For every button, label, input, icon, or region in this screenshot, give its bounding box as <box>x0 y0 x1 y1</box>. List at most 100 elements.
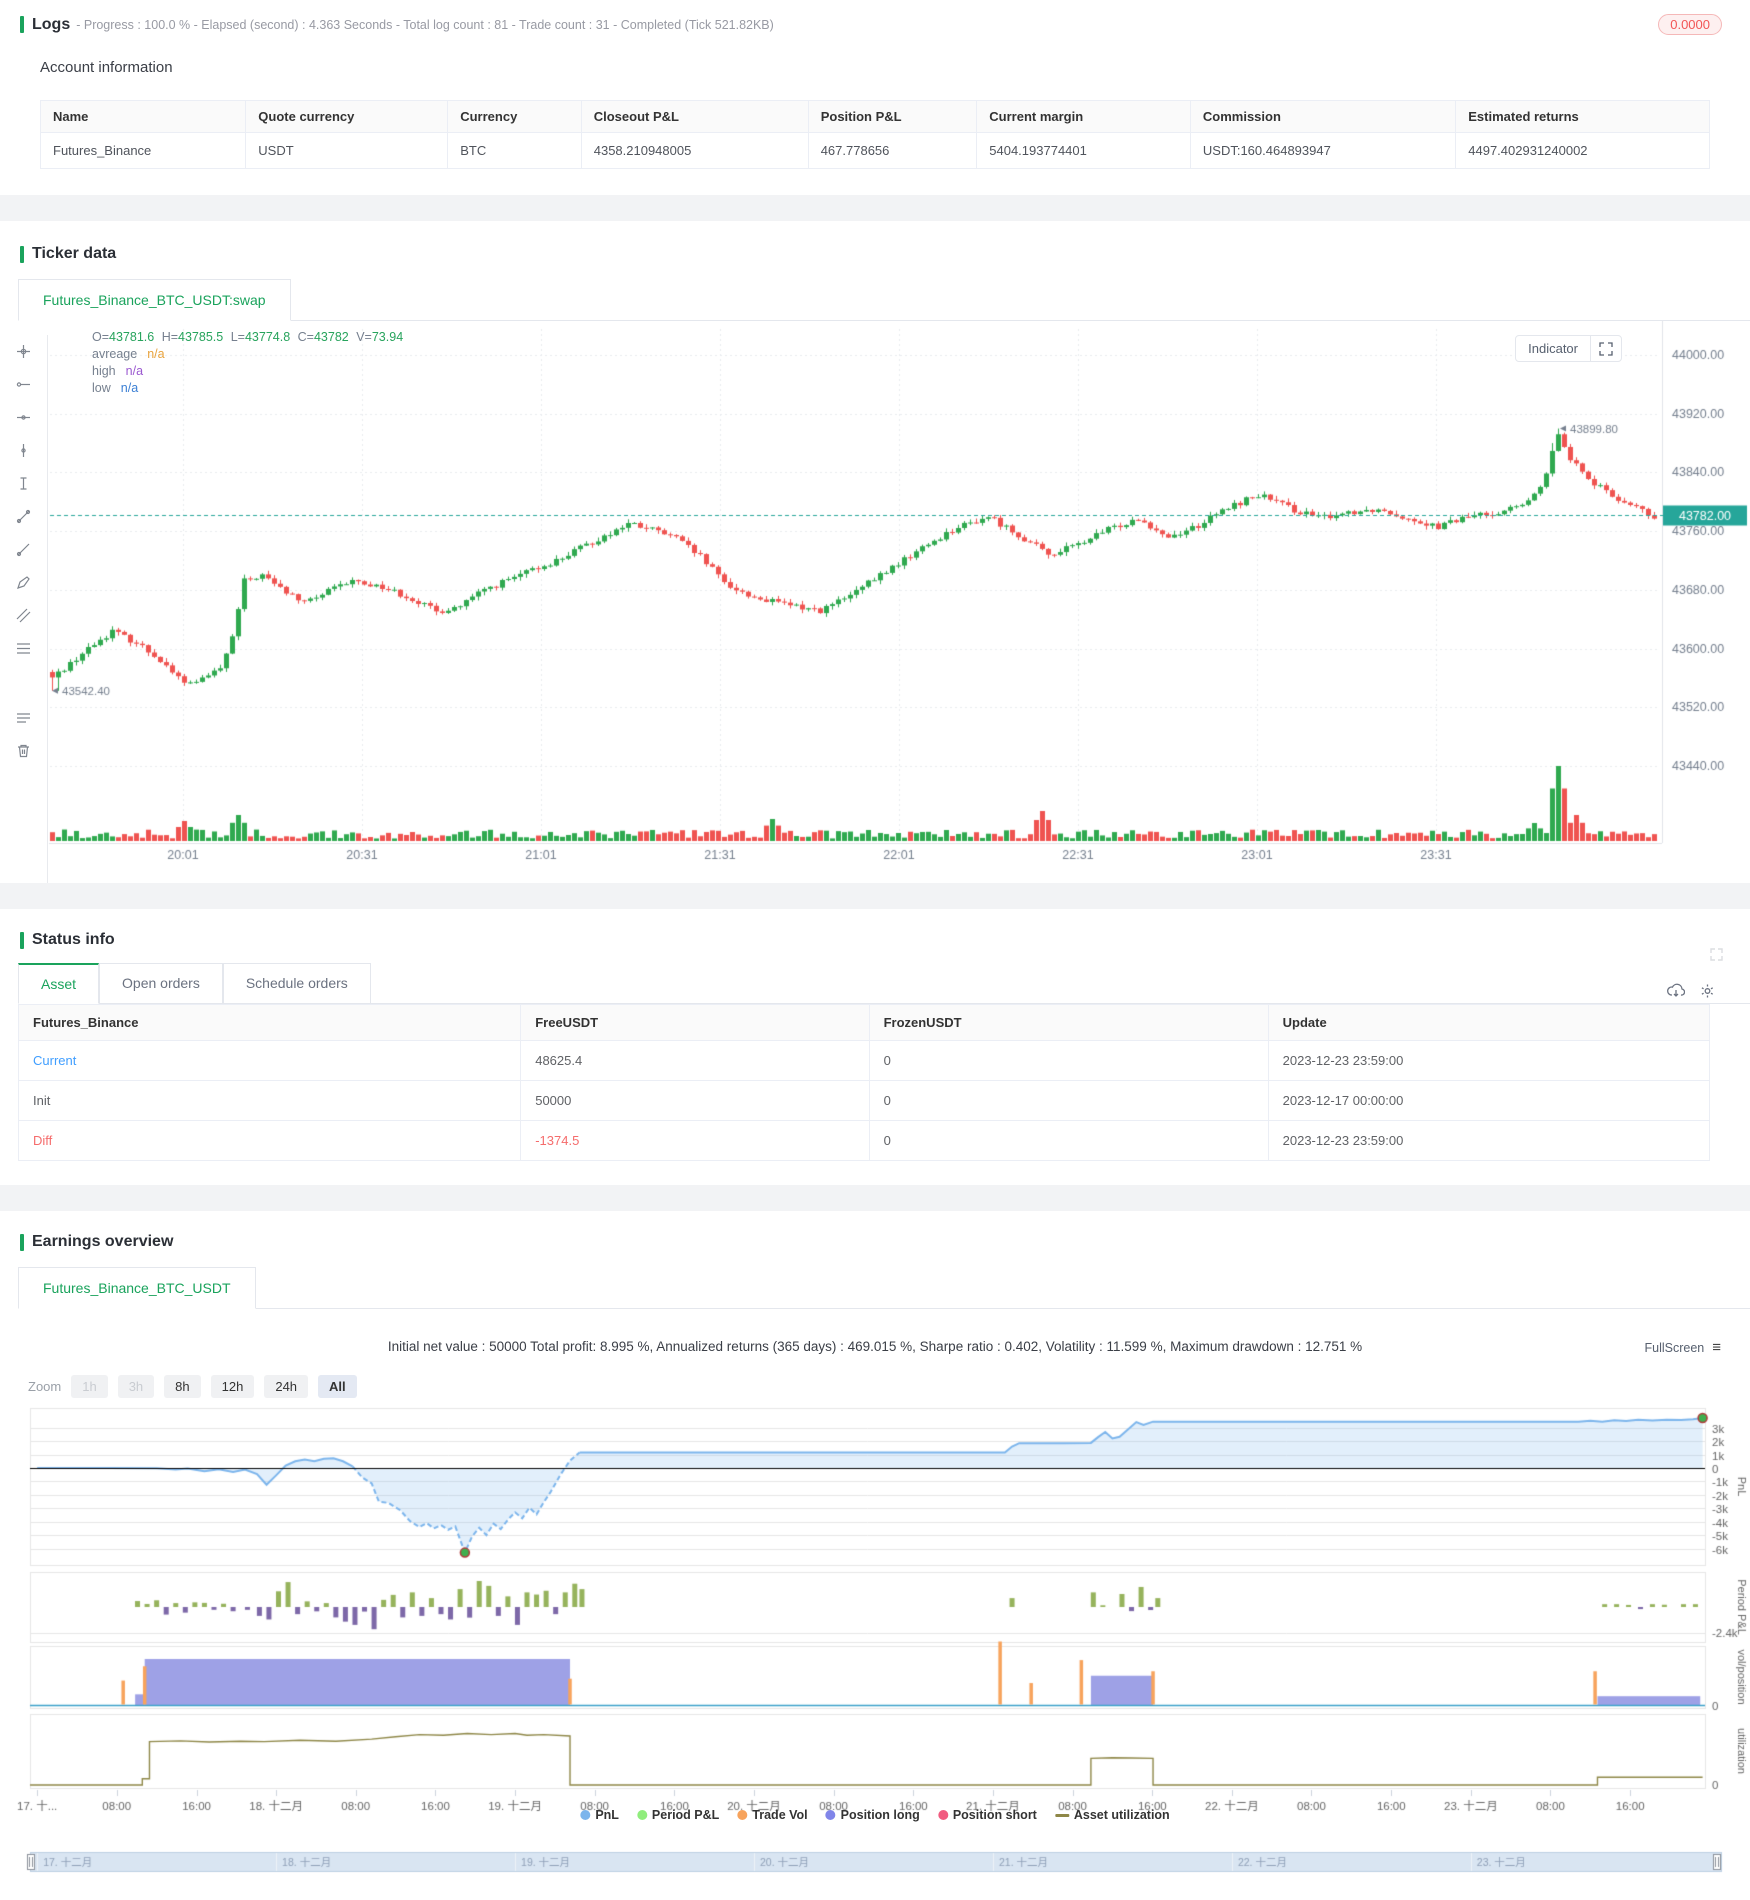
close-value: 43782 <box>313 330 349 344</box>
section-accent-bar <box>20 1233 24 1251</box>
col-futures-binance: Futures_Binance <box>17 1004 522 1041</box>
row-label-init: Init <box>17 1080 522 1121</box>
pencil-icon[interactable] <box>9 566 39 599</box>
logs-progress-text: - Progress : 100.0 % - Elapsed (second) … <box>76 17 774 32</box>
ticker-chart-canvas[interactable] <box>0 321 1750 883</box>
legend-item-asset-utilization[interactable]: Asset utilization <box>1054 1808 1170 1822</box>
tab-schedule-orders[interactable]: Schedule orders <box>222 963 371 1003</box>
legend-item-period-pnl[interactable]: Period P&L <box>636 1808 719 1822</box>
legend-item-position-long[interactable]: Position long <box>825 1808 920 1822</box>
logs-title: Logs <box>32 15 71 33</box>
ticker-title: Ticker data <box>32 245 117 262</box>
tab-asset[interactable]: Asset <box>18 963 100 1004</box>
status-row-current: Current 48625.4 0 2023-12-23 23:59:00 <box>17 1040 1711 1081</box>
section-separator <box>0 1185 1750 1211</box>
section-accent-bar <box>20 245 24 263</box>
low-ind-label: low <box>92 381 111 395</box>
price-line-icon[interactable] <box>9 467 39 500</box>
fullscreen-button[interactable]: FullScreen <box>1644 1340 1705 1355</box>
current-free: 48625.4 <box>520 1040 870 1081</box>
logs-counter-badge: 0.0000 <box>1658 14 1722 35</box>
trash-icon[interactable] <box>9 734 39 767</box>
crosshair-icon[interactable] <box>9 335 39 368</box>
tab-futures-binance-btc-usdt[interactable]: Futures_Binance_BTC_USDT <box>18 1267 256 1309</box>
open-value: 43781.6 <box>109 330 155 344</box>
cell-estimated-returns: 4497.402931240002 <box>1455 132 1710 169</box>
current-update: 2023-12-23 23:59:00 <box>1267 1040 1711 1081</box>
col-current-margin: Current margin <box>976 100 1191 133</box>
horizontal-ray-icon[interactable] <box>9 368 39 401</box>
status-expand-icon[interactable] <box>1709 947 1724 967</box>
cell-position-pnl: 467.778656 <box>807 132 978 169</box>
section-separator <box>0 195 1750 221</box>
diff-frozen: 0 <box>868 1120 1269 1161</box>
zoom-3h-button[interactable]: 3h <box>117 1375 155 1398</box>
high-value: 43785.5 <box>178 330 224 344</box>
row-label-diff: Diff <box>17 1120 522 1161</box>
cell-closeout-pnl: 4358.210948005 <box>580 132 809 169</box>
average-label: avreage <box>92 347 138 361</box>
indicator-button-group: Indicator <box>1515 335 1622 362</box>
ray-line-icon[interactable] <box>9 533 39 566</box>
status-table: Futures_Binance FreeUSDT FrozenUSDT Upda… <box>17 1004 1711 1161</box>
zoom-controls: Zoom 1h 3h 8h 12h 24h All <box>28 1375 1750 1398</box>
ticker-chart-area: O=43781.6 H=43785.5 L=43774.8 C=43782 V=… <box>0 321 1750 883</box>
earnings-chart-canvas[interactable] <box>0 1406 1750 1884</box>
zoom-all-button[interactable]: All <box>318 1375 357 1398</box>
col-quote-currency: Quote currency <box>245 100 449 133</box>
zoom-12h-button[interactable]: 12h <box>210 1375 255 1398</box>
vertical-line-icon[interactable] <box>9 434 39 467</box>
legend-item-pnl[interactable]: PnL <box>580 1808 619 1822</box>
col-free-usdt: FreeUSDT <box>520 1004 870 1041</box>
tab-open-orders[interactable]: Open orders <box>99 963 223 1003</box>
col-update: Update <box>1267 1004 1711 1041</box>
status-section: Status info Asset Open orders Schedule o… <box>0 909 1750 1185</box>
indicator-button[interactable]: Indicator <box>1516 336 1591 361</box>
chart-menu-icon[interactable]: ≡ <box>1712 1339 1721 1356</box>
earnings-tabbar: Futures_Binance_BTC_USDT <box>18 1267 1750 1309</box>
high-ind-value: n/a <box>125 364 144 378</box>
earnings-title: Earnings overview <box>32 1233 174 1250</box>
zoom-24h-button[interactable]: 24h <box>264 1375 309 1398</box>
legend-item-position-short[interactable]: Position short <box>937 1808 1037 1822</box>
trend-line-icon[interactable] <box>9 500 39 533</box>
account-data-row: Futures_Binance USDT BTC 4358.210948005 … <box>39 132 1710 169</box>
section-accent-bar <box>20 16 24 33</box>
expand-icon[interactable] <box>1591 337 1621 361</box>
current-frozen: 0 <box>868 1040 1269 1081</box>
drawing-toolbar <box>0 335 48 883</box>
ticker-section: Ticker data Futures_Binance_BTC_USDT:swa… <box>0 221 1750 883</box>
ohlc-legend: O=43781.6 H=43785.5 L=43774.8 C=43782 V=… <box>92 330 404 395</box>
section-accent-bar <box>20 931 24 949</box>
col-commission: Commission <box>1189 100 1457 133</box>
volume-value: 73.94 <box>371 330 404 344</box>
horizontal-line-icon[interactable] <box>9 401 39 434</box>
col-name: Name <box>39 100 247 133</box>
download-icon[interactable] <box>1667 983 1686 1004</box>
average-value: n/a <box>147 347 165 361</box>
account-info-table: Name Quote currency Currency Closeout P&… <box>39 100 1710 169</box>
cell-current-margin: 5404.193774401 <box>976 132 1191 169</box>
zoom-1h-button[interactable]: 1h <box>71 1375 108 1398</box>
init-update: 2023-12-17 00:00:00 <box>1267 1080 1711 1121</box>
status-title: Status info <box>32 931 115 948</box>
list-icon[interactable] <box>9 701 39 734</box>
account-header-row: Name Quote currency Currency Closeout P&… <box>39 100 1710 133</box>
ticker-tabbar: Futures_Binance_BTC_USDT:swap <box>18 279 1750 321</box>
diff-free: -1374.5 <box>520 1120 870 1161</box>
high-ind-label: high <box>92 364 116 378</box>
col-currency: Currency <box>447 100 582 133</box>
settings-gear-icon[interactable] <box>1699 983 1716 1004</box>
status-tabbar: Asset Open orders Schedule orders <box>18 963 1750 1004</box>
legend-item-trade-vol[interactable]: Trade Vol <box>737 1808 808 1822</box>
cell-quote-currency: USDT <box>245 132 449 169</box>
logs-section: Logs - Progress : 100.0 % - Elapsed (sec… <box>0 0 1750 195</box>
earnings-chart-area: PnL Period P&L Trade Vol Position long P… <box>0 1406 1750 1884</box>
fibonacci-icon[interactable] <box>9 632 39 665</box>
cell-commission: USDT:160.464893947 <box>1189 132 1457 169</box>
col-estimated-returns: Estimated returns <box>1455 100 1710 133</box>
parallel-lines-icon[interactable] <box>9 599 39 632</box>
row-label-current[interactable]: Current <box>17 1040 522 1081</box>
tab-futures-binance-btc-usdt-swap[interactable]: Futures_Binance_BTC_USDT:swap <box>18 279 291 321</box>
zoom-8h-button[interactable]: 8h <box>164 1375 201 1398</box>
